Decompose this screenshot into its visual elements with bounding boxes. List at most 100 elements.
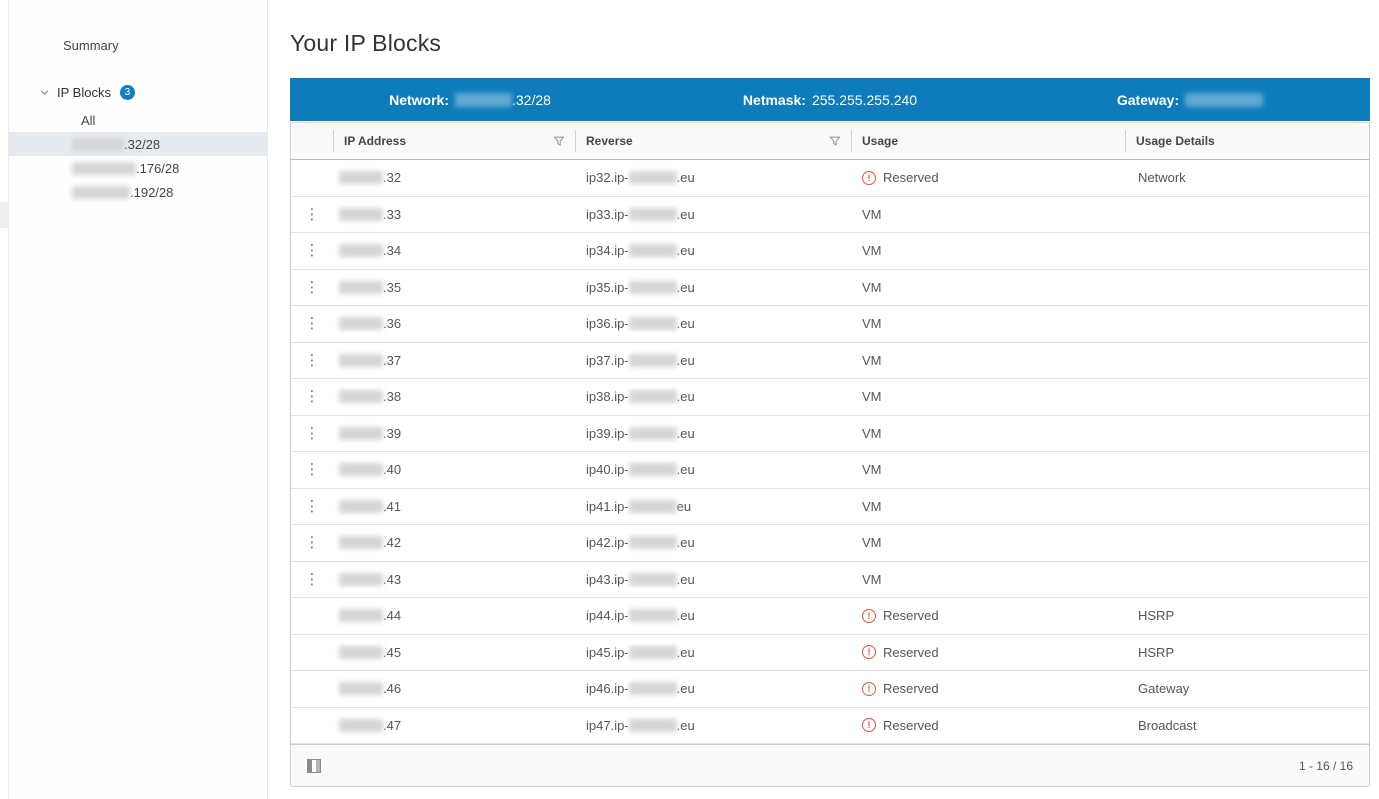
ip-address-cell: .32 (333, 160, 575, 196)
redacted-reverse-host (628, 718, 677, 732)
redacted-reverse-host (628, 280, 677, 294)
redacted-reverse-host (628, 171, 677, 185)
ip-address-cell: .44 (333, 598, 575, 634)
usage-label: VM (862, 352, 882, 368)
reverse-cell: ip42.ip- .eu (575, 525, 851, 561)
kebab-menu-icon[interactable]: ⋮ (304, 204, 320, 223)
ip-suffix: .41 (383, 498, 402, 514)
header-reverse[interactable]: Reverse (575, 123, 851, 159)
reverse-prefix: ip43.ip- (586, 571, 629, 587)
ip-suffix: .35 (383, 279, 402, 295)
table-row[interactable]: ⋮ .42 ip42.ip- .eu VM (291, 525, 1369, 562)
reverse-prefix: ip39.ip- (586, 425, 629, 441)
row-actions-cell (291, 671, 333, 707)
block-summary-bar: Network: .32/28 Netmask: 255.255.255.240 G… (290, 78, 1370, 121)
reverse-suffix: eu (676, 498, 692, 514)
reverse-suffix: .eu (676, 717, 695, 733)
header-usage[interactable]: Usage (851, 123, 1125, 159)
usage-details-cell (1125, 562, 1369, 598)
table-row[interactable]: ⋮ .39 ip39.ip- .eu VM (291, 415, 1369, 452)
table-row[interactable]: .46 ip46.ip- .eu! Reserved Gateway (291, 671, 1369, 708)
table-row[interactable]: .44 ip44.ip- .eu! Reserved HSRP (291, 598, 1369, 635)
kebab-menu-icon[interactable]: ⋮ (304, 350, 320, 369)
sidebar-item-ip-block[interactable]: .176/28 (9, 156, 267, 180)
reverse-cell: ip37.ip- .eu (575, 343, 851, 379)
filter-icon[interactable] (829, 135, 841, 147)
table-row[interactable]: ⋮ .36 ip36.ip- .eu VM (291, 306, 1369, 343)
redacted-ip-prefix (339, 718, 383, 732)
usage-label: VM (862, 206, 882, 222)
filter-icon[interactable] (553, 135, 565, 147)
table-row[interactable]: .45 ip45.ip- .eu! Reserved HSRP (291, 634, 1369, 671)
table-row[interactable]: ⋮ .35 ip35.ip- .eu VM (291, 269, 1369, 306)
kebab-menu-icon[interactable]: ⋮ (304, 569, 320, 588)
table-row[interactable]: ⋮ .37 ip37.ip- .eu VM (291, 342, 1369, 379)
redacted-reverse-host (628, 536, 677, 550)
redacted-ip-prefix (72, 137, 124, 151)
kebab-menu-icon[interactable]: ⋮ (304, 533, 320, 552)
table-row[interactable]: ⋮ .41 ip41.ip-eu VM (291, 488, 1369, 525)
table-row[interactable]: .47 ip47.ip- .eu! Reserved Broadcast (291, 707, 1369, 744)
redacted-ip-prefix (72, 185, 130, 199)
usage-label: Reserved (883, 608, 939, 624)
kebab-menu-icon[interactable]: ⋮ (304, 423, 320, 442)
kebab-menu-icon[interactable]: ⋮ (304, 241, 320, 260)
gateway-summary: Gateway: (1010, 78, 1370, 121)
table-row[interactable]: ⋮ .33 ip33.ip- .eu VM (291, 196, 1369, 233)
table-row[interactable]: .32 ip32.ip- .eu! Reserved Network (291, 160, 1369, 197)
ip-address-cell: .35 (333, 270, 575, 306)
ip-suffix: .40 (383, 462, 402, 478)
netmask-value: 255.255.255.240 (811, 91, 918, 108)
redacted-ip-prefix (339, 171, 383, 185)
usage-cell: VM (851, 452, 1125, 488)
redacted-ip-prefix (339, 536, 383, 550)
sidebar-group-ip-blocks[interactable]: IP Blocks 3 (39, 85, 135, 100)
header-usage-details[interactable]: Usage Details (1125, 123, 1369, 159)
usage-details-cell (1125, 197, 1369, 233)
sidebar-item-ip-block[interactable]: .32/28 (9, 132, 267, 156)
redacted-ip-prefix (339, 244, 383, 258)
columns-toggle-icon[interactable] (307, 758, 321, 773)
kebab-menu-icon[interactable]: ⋮ (304, 460, 320, 479)
ip-suffix: .36 (383, 316, 402, 332)
row-actions-cell: ⋮ (291, 489, 333, 525)
chevron-down-icon[interactable] (39, 87, 50, 98)
sidebar-item-summary[interactable]: Summary (63, 38, 119, 53)
redacted-ip-prefix (339, 317, 383, 331)
usage-cell: VM (851, 197, 1125, 233)
table-row[interactable]: ⋮ .34 ip34.ip- .eu VM (291, 233, 1369, 270)
reverse-suffix: .eu (676, 279, 695, 295)
redacted-reverse-host (628, 426, 677, 440)
row-actions-cell (291, 708, 333, 744)
sidebar-item-all[interactable]: All (81, 112, 96, 128)
kebab-menu-icon[interactable]: ⋮ (304, 387, 320, 406)
row-actions-cell: ⋮ (291, 525, 333, 561)
usage-label: VM (862, 571, 882, 587)
main-content: Your IP Blocks Network: .32/28 Netmask: 25… (290, 0, 1370, 787)
redacted-ip-prefix (339, 463, 383, 477)
kebab-menu-icon[interactable]: ⋮ (304, 277, 320, 296)
reverse-prefix: ip38.ip- (586, 389, 629, 405)
redacted-ip-prefix (72, 161, 136, 175)
column-separator (851, 130, 852, 152)
reverse-suffix: .eu (676, 644, 695, 660)
usage-cell: ! Reserved (851, 671, 1125, 707)
reverse-cell: ip41.ip-eu (575, 489, 851, 525)
sidebar-item-ip-block[interactable]: .192/28 (9, 180, 267, 204)
table-row[interactable]: ⋮ .43 ip43.ip- .eu VM (291, 561, 1369, 598)
usage-details-cell: HSRP (1138, 644, 1175, 660)
kebab-menu-icon[interactable]: ⋮ (304, 314, 320, 333)
redacted-reverse-host (628, 390, 677, 404)
usage-cell: ! Reserved (851, 708, 1125, 744)
row-actions-cell: ⋮ (291, 452, 333, 488)
table-row[interactable]: ⋮ .40 ip40.ip- .eu VM (291, 452, 1369, 489)
reverse-cell: ip38.ip- .eu (575, 379, 851, 415)
table-row[interactable]: ⋮ .38 ip38.ip- .eu VM (291, 379, 1369, 416)
kebab-menu-icon[interactable]: ⋮ (304, 496, 320, 515)
usage-label: VM (862, 316, 882, 332)
row-actions-cell: ⋮ (291, 416, 333, 452)
exclamation-circle-icon: ! (862, 170, 876, 185)
left-rail-handle[interactable] (0, 202, 8, 228)
header-ip-address[interactable]: IP Address (333, 123, 575, 159)
table-body: .32 ip32.ip- .eu! Reserved Network ⋮ .33 ip33.i… (291, 160, 1369, 744)
